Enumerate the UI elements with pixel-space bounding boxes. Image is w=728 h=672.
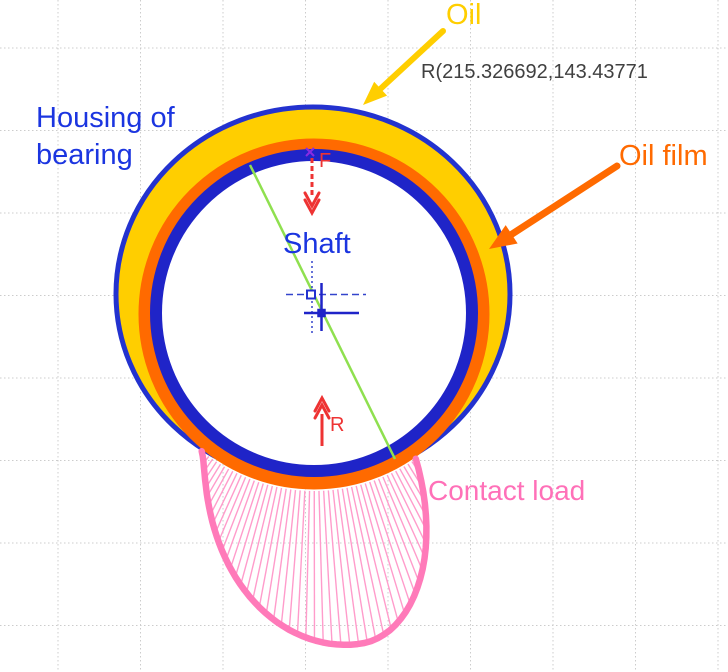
label-force-f: F	[319, 150, 332, 172]
contact-load-hatch-line	[288, 490, 301, 630]
contact-load-region	[198, 447, 430, 649]
contact-load-hatch-line	[272, 489, 292, 620]
contact-load-hatch-line	[305, 490, 311, 638]
contact-load-hatch-line	[327, 490, 342, 645]
force-f-arrow-head-chevron	[303, 198, 321, 217]
shaft-center-square	[317, 308, 326, 318]
contact-load-hatch-line	[350, 486, 385, 635]
contact-load-hatch-line	[265, 488, 287, 614]
label-shaft: Shaft	[283, 228, 351, 260]
housing-center-square	[306, 289, 316, 300]
contact-load-outline	[198, 447, 430, 649]
contact-load-hatch-line	[364, 483, 406, 614]
contact-load-hatch-line	[360, 484, 399, 623]
oil-film-callout-arrow-head	[489, 225, 518, 249]
contact-load-hatch-line	[382, 476, 423, 571]
contact-load-hatch-line	[206, 466, 226, 497]
force-arrows	[303, 147, 331, 446]
force-r-arrow-head-chevron	[313, 401, 331, 420]
contact-load-hatch-line	[245, 485, 274, 593]
contact-load-hatch-line	[346, 487, 377, 640]
contact-load-hatch-line	[225, 480, 255, 560]
contact-load-hatch-line	[208, 468, 230, 506]
contact-load-hatch-line	[229, 481, 260, 569]
label-housing-line1: Housing of	[36, 102, 175, 134]
contact-load-hatch-line	[296, 490, 306, 635]
contact-load-hatch-line	[390, 472, 427, 545]
contact-load-hatch-line	[373, 480, 416, 594]
callout-arrows	[363, 28, 621, 249]
force-r-arrow-head-chevron	[313, 394, 331, 413]
contact-load-hatch-line	[332, 489, 351, 645]
oil-callout-arrow-shaft	[377, 28, 446, 92]
contact-load-hatch-line	[386, 474, 426, 558]
center-marks	[286, 261, 366, 334]
radius-readout: R(215.326692,143.43771	[421, 61, 648, 83]
contact-load-hatch-line	[377, 478, 420, 583]
contact-load-hatch-line	[395, 470, 428, 531]
oil-callout-arrow-head	[363, 81, 388, 105]
contact-load-hatch-line	[217, 476, 247, 542]
label-oil: Oil	[446, 0, 482, 31]
top-contact-marker	[305, 147, 315, 157]
contact-load-hatch-line	[369, 481, 411, 605]
force-f-arrow-head-chevron	[303, 191, 321, 210]
label-housing-line2: bearing	[36, 139, 133, 171]
oil-film-ring	[138, 138, 490, 490]
contact-load-hatch-line	[214, 475, 242, 533]
contact-load-hatch-line	[399, 468, 427, 517]
contact-load-hatch-line	[212, 473, 238, 524]
contact-load-hatch-line	[234, 483, 264, 577]
label-oil-film: Oil film	[619, 140, 708, 172]
label-force-r: R	[330, 414, 345, 436]
contact-load-hatch-line	[221, 478, 251, 551]
contact-load-hatch-line	[240, 484, 269, 586]
contact-load-hatch-line	[337, 489, 360, 645]
contact-load-hatch-line	[251, 486, 278, 601]
contact-load-hatch-line	[341, 488, 368, 643]
contact-load-hatch-line	[355, 485, 392, 630]
contact-load-hatch-line	[209, 470, 234, 515]
oil-film-callout-arrow-shaft	[508, 162, 621, 238]
contact-load-hatch-line	[318, 490, 324, 643]
contact-load-hatch-line	[322, 490, 333, 645]
contact-load-hatch-line	[258, 487, 283, 608]
contact-load-hatch-line	[280, 489, 297, 626]
label-contact-load: Contact load	[428, 475, 586, 506]
